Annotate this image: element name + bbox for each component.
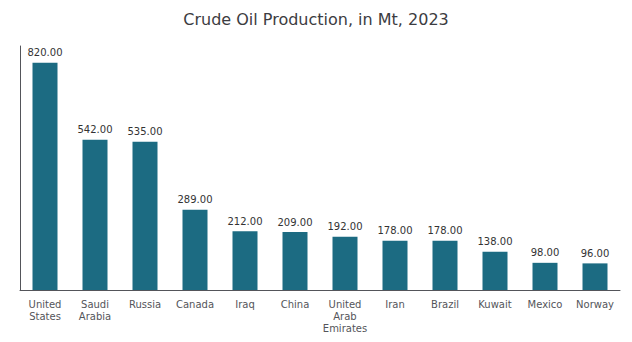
svg-text:542.00: 542.00	[78, 124, 113, 135]
svg-text:Arabia: Arabia	[79, 311, 111, 322]
svg-text:Russia: Russia	[129, 299, 161, 310]
svg-text:289.00: 289.00	[178, 194, 213, 205]
svg-text:Norway: Norway	[576, 299, 614, 310]
svg-text:138.00: 138.00	[478, 236, 513, 247]
svg-text:Iran: Iran	[385, 299, 405, 310]
svg-text:Mexico: Mexico	[528, 299, 563, 310]
svg-text:States: States	[29, 311, 61, 322]
svg-text:Emirates: Emirates	[323, 323, 367, 334]
svg-text:Arab: Arab	[333, 311, 356, 322]
svg-text:178.00: 178.00	[428, 225, 463, 236]
svg-text:China: China	[281, 299, 310, 310]
svg-text:535.00: 535.00	[128, 126, 163, 137]
svg-text:United: United	[329, 299, 362, 310]
svg-text:192.00: 192.00	[328, 221, 363, 232]
svg-text:212.00: 212.00	[228, 216, 263, 227]
svg-text:820.00: 820.00	[28, 47, 63, 58]
svg-text:96.00: 96.00	[581, 248, 610, 259]
svg-text:209.00: 209.00	[278, 217, 313, 228]
svg-text:Iraq: Iraq	[235, 299, 255, 310]
svg-text:Crude Oil Production, in Mt, 2: Crude Oil Production, in Mt, 2023	[183, 10, 448, 29]
svg-text:Saudi: Saudi	[81, 299, 109, 310]
svg-text:United: United	[29, 299, 62, 310]
svg-text:Canada: Canada	[176, 299, 214, 310]
svg-text:Kuwait: Kuwait	[478, 299, 511, 310]
svg-text:98.00: 98.00	[531, 247, 560, 258]
svg-text:178.00: 178.00	[378, 225, 413, 236]
svg-text:Brazil: Brazil	[431, 299, 459, 310]
